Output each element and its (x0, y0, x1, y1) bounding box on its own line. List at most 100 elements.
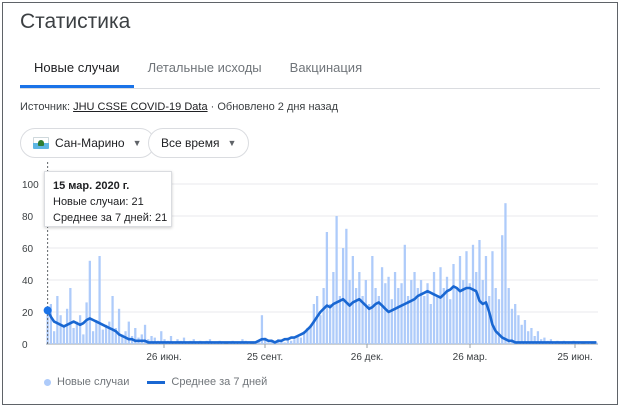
cases-bar (468, 283, 471, 344)
cases-bar (406, 296, 410, 344)
cases-bar (432, 272, 436, 344)
cases-bar (150, 336, 153, 344)
cases-bar (85, 302, 88, 344)
cases-bar (384, 283, 387, 344)
period-dropdown[interactable]: Все время ▼ (148, 128, 250, 158)
cases-bar (322, 288, 325, 344)
caret-down-icon: ▼ (132, 138, 142, 148)
x-tick-label: 26 мар. (453, 352, 488, 363)
cases-bar (445, 276, 449, 344)
cases-bar (354, 288, 358, 344)
tab-new-cases[interactable]: Новые случаи (20, 52, 134, 88)
cases-bar (49, 304, 53, 344)
y-tick-label: 60 (22, 244, 34, 255)
cases-bar (390, 299, 393, 344)
cases-bar (319, 315, 322, 344)
cases-bar (530, 328, 533, 344)
cases-bar (335, 216, 338, 344)
cases-bar (95, 320, 98, 344)
y-tick-label: 0 (22, 340, 28, 351)
cases-bar (52, 331, 56, 344)
cases-bar (397, 288, 400, 344)
x-tick-label: 25 июн. (557, 352, 592, 363)
cases-bar (523, 320, 527, 344)
cases-bar (293, 339, 296, 344)
cases-bar (82, 334, 85, 344)
y-tick-label: 100 (22, 180, 39, 191)
cases-bar (449, 299, 452, 344)
cases-bar (169, 336, 173, 344)
cases-bar (536, 331, 540, 344)
cases-bar (426, 283, 429, 344)
cases-bar (400, 283, 403, 344)
cases-bar (62, 324, 65, 344)
cases-bar (419, 280, 423, 344)
cases-bar (309, 324, 312, 344)
cases-bar (140, 334, 143, 344)
cases-bar (491, 251, 494, 344)
cases-bar (299, 337, 303, 344)
cases-bar (260, 315, 264, 344)
cases-bar (101, 329, 104, 344)
san-marino-flag-icon (33, 137, 49, 149)
cases-bar (543, 337, 546, 344)
cases-bar (267, 342, 270, 344)
y-tick-label: 20 (22, 308, 34, 319)
cases-bar (153, 337, 156, 344)
cases-bar (481, 280, 484, 344)
cases-bar (104, 324, 108, 344)
cases-bar (341, 248, 345, 344)
cases-bar (367, 304, 371, 344)
source-prefix: Источник: (20, 101, 71, 113)
cases-bar (121, 334, 124, 344)
cases-bar (371, 256, 374, 344)
cases-bar (364, 280, 367, 344)
cases-bar (478, 240, 481, 344)
cases-bar (517, 315, 520, 344)
cases-bar (403, 244, 406, 344)
cases-bar (501, 235, 504, 344)
cases-bar (182, 337, 186, 344)
cases-bar (280, 340, 283, 344)
cases-bar (69, 288, 72, 344)
cases-bar (413, 272, 416, 344)
x-tick-label: 25 сент. (247, 352, 283, 363)
cases-bar (332, 272, 335, 344)
cases-bar (436, 296, 439, 344)
cases-bar (361, 296, 364, 344)
cases-bar (462, 280, 465, 344)
cases-bar (257, 340, 260, 344)
period-dropdown-label: Все время (161, 136, 220, 150)
cases-bar (507, 288, 510, 344)
cases-bar (497, 299, 501, 344)
tooltip-avg7: Среднее за 7 дней: 21 (53, 212, 168, 224)
cases-bar (345, 228, 348, 344)
caret-down-icon: ▼ (227, 138, 237, 148)
tab-vaccination[interactable]: Вакцинация (289, 60, 363, 75)
cases-bar (328, 304, 332, 344)
cases-bar (75, 321, 78, 344)
cases-bar (494, 288, 497, 344)
tab-deaths[interactable]: Летальные исходы (147, 60, 262, 75)
cases-bar (442, 288, 445, 344)
legend-line-label: Среднее за 7 дней (171, 376, 268, 388)
cases-bar (429, 304, 432, 344)
cases-bar (286, 337, 290, 344)
cases-bar (527, 331, 530, 344)
region-dropdown[interactable]: Сан-Марино ▼ (20, 128, 155, 158)
cases-bar (108, 321, 111, 344)
cases-bar (475, 272, 478, 344)
cases-bar (312, 304, 316, 344)
cases-bar (264, 337, 267, 344)
cases-bar (296, 336, 299, 344)
tooltip-new-cases: Новые случаи: 21 (53, 196, 144, 208)
cases-bar (514, 304, 517, 344)
cases-bar (358, 272, 361, 344)
cases-bar (134, 328, 137, 344)
cases-bar (484, 256, 488, 344)
x-tick-label: 26 июн. (146, 352, 181, 363)
source-link[interactable]: JHU CSSE COVID-19 Data (73, 101, 208, 113)
legend-line-marker (147, 380, 166, 384)
cases-bar (416, 288, 419, 344)
y-tick-label: 40 (22, 276, 34, 287)
